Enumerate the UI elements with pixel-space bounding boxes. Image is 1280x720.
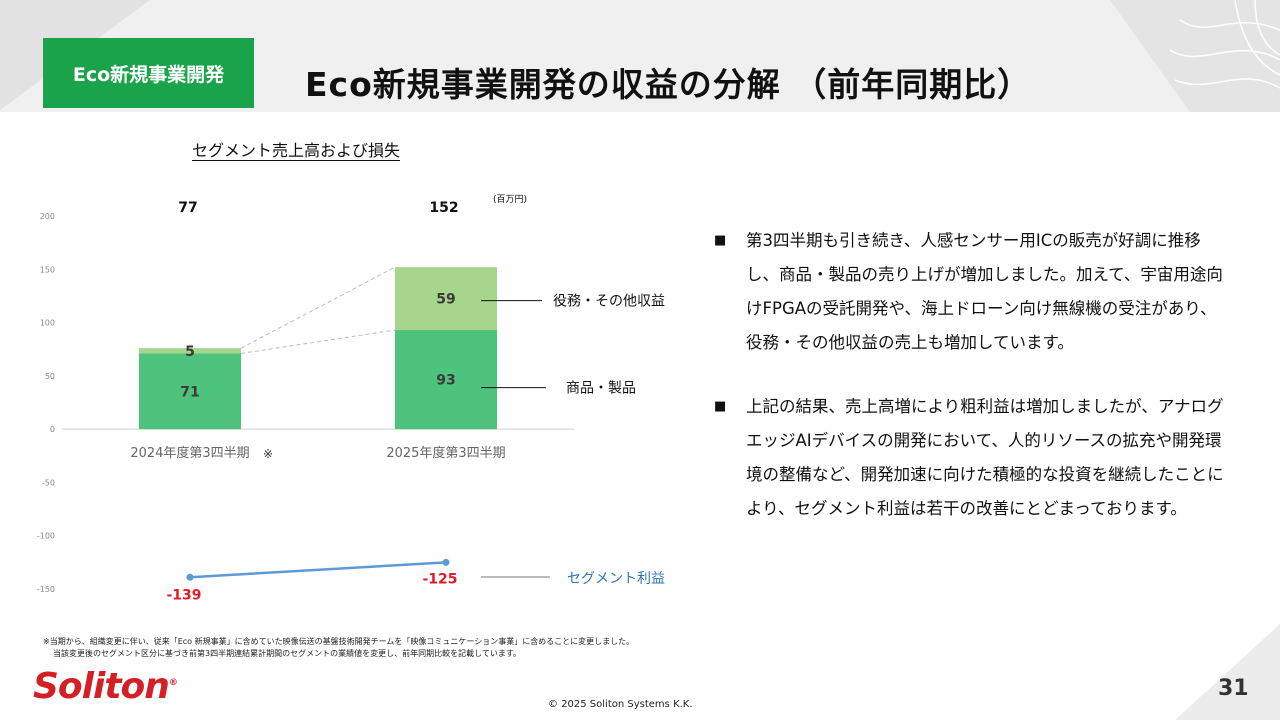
bar-segment [395, 267, 497, 331]
y-tick-label: 0 [50, 425, 55, 434]
x-category-label: 2025年度第3四半期 [386, 445, 505, 461]
bullet-text: 上記の結果、売上高増により粗利益は増加しましたが、アナログエッジAIデバイスの開… [746, 397, 1224, 518]
profit-point [442, 558, 450, 566]
logo-reg-mark: ® [168, 678, 178, 688]
bar-segment [139, 353, 241, 430]
profit-value-label: -139 [166, 587, 201, 603]
bullet-text: 第3四半期も引き続き、人感センサー用ICの販売が好調に推移し、商品・製品の売り上… [746, 231, 1223, 352]
series-label: 商品・製品 [566, 381, 636, 397]
series-label: 役務・その他収益 [553, 294, 665, 310]
soliton-logo: Soliton® [33, 666, 178, 707]
footnote-line: 当該変更後のセグメント区分に基づき前第3四半期連結累計期間のセグメントの業績値を… [53, 649, 522, 658]
bar-segment [395, 330, 497, 430]
bullet-mark: ■ [714, 233, 727, 248]
y-tick-label: 200 [40, 212, 55, 221]
total-label: 77 [178, 200, 197, 216]
footnote-line: ※当期から、組織変更に伴い、従来「Eco 新規事業」に含めていた映像伝送の基盤技… [43, 637, 635, 646]
chart-heading: セグメント売上高および損失 [192, 141, 401, 160]
bullet-item: ■ 上記の結果、売上高増により粗利益は増加しましたが、アナログエッジAIデバイス… [714, 390, 1224, 526]
bar-value-label: 59 [436, 292, 455, 308]
bullet-list: ■ 第3四半期も引き続き、人感センサー用ICの販売が好調に推移し、商品・製品の売… [714, 224, 1224, 526]
y-tick-label: 50 [45, 372, 55, 381]
bar-value-label: 71 [180, 384, 199, 400]
bullet-mark: ■ [714, 399, 727, 414]
bullet-item: ■ 第3四半期も引き続き、人感センサー用ICの販売が好調に推移し、商品・製品の売… [714, 224, 1224, 360]
profit-line [189, 561, 447, 579]
x-category-label: 2024年度第3四半期 [130, 445, 249, 461]
bar-segment [139, 348, 241, 354]
page-title: Eco新規事業開発の収益の分解 （前年同期比） [305, 65, 1032, 104]
unit-note: (百万円) [493, 195, 528, 205]
y-tick-label: 100 [40, 319, 55, 328]
category-mark: ※ [263, 447, 273, 461]
page-number: 31 [1218, 676, 1249, 701]
series-label: セグメント利益 [567, 571, 665, 587]
page-number-decoration [1175, 624, 1280, 720]
y-tick-label: 150 [40, 265, 55, 274]
y-tick-label: -150 [37, 585, 55, 594]
connector-line [240, 266, 396, 349]
copyright: © 2025 Soliton Systems K.K. [548, 699, 693, 710]
section-tag: Eco新規事業開発 [43, 38, 254, 108]
profit-point [186, 573, 194, 581]
profit-value-label: -125 [422, 571, 457, 587]
total-label: 152 [429, 200, 458, 216]
bar-value-label: 5 [185, 344, 195, 360]
footnote: ※当期から、組織変更に伴い、従来「Eco 新規事業」に含めていた映像伝送の基盤技… [43, 636, 634, 660]
logo-text: Soliton [33, 666, 170, 707]
y-tick-label: -50 [42, 478, 55, 487]
connector-line [240, 329, 396, 354]
y-tick-label: -100 [37, 532, 55, 541]
bar-value-label: 93 [436, 373, 455, 389]
